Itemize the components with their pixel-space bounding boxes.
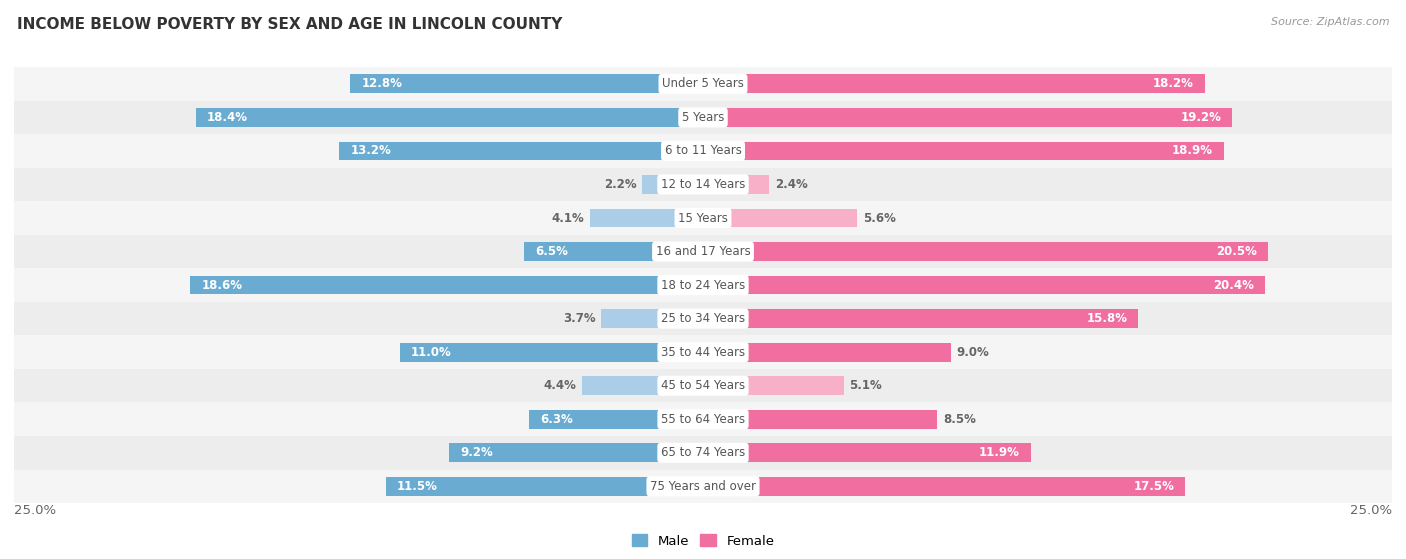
Text: 19.2%: 19.2% (1180, 111, 1220, 124)
Bar (703, 108, 1232, 127)
Bar (703, 209, 858, 228)
Bar (339, 141, 703, 160)
Text: 25.0%: 25.0% (1350, 504, 1392, 517)
Bar (703, 376, 844, 395)
Text: 65 to 74 Years: 65 to 74 Years (661, 446, 745, 459)
Bar (14, 470, 1392, 503)
Bar (703, 74, 1205, 93)
Text: 11.5%: 11.5% (396, 480, 439, 493)
Text: 5.6%: 5.6% (863, 211, 896, 225)
Text: 45 to 54 Years: 45 to 54 Years (661, 379, 745, 392)
Bar (643, 175, 703, 194)
Text: 55 to 64 Years: 55 to 64 Years (661, 413, 745, 426)
Bar (14, 302, 1392, 335)
Bar (14, 335, 1392, 369)
Text: 15.8%: 15.8% (1087, 312, 1128, 325)
Text: 18.6%: 18.6% (201, 278, 242, 292)
Text: 12.8%: 12.8% (361, 77, 402, 91)
Text: 18.9%: 18.9% (1171, 144, 1213, 158)
Text: 20.5%: 20.5% (1216, 245, 1257, 258)
Text: 6.3%: 6.3% (540, 413, 574, 426)
Bar (450, 443, 703, 462)
Bar (582, 376, 703, 395)
Bar (14, 201, 1392, 235)
Bar (530, 410, 703, 429)
Text: 4.1%: 4.1% (551, 211, 585, 225)
Bar (703, 242, 1268, 261)
Text: 35 to 44 Years: 35 to 44 Years (661, 345, 745, 359)
Bar (703, 141, 1223, 160)
Bar (190, 276, 703, 295)
Legend: Male, Female: Male, Female (626, 529, 780, 553)
Text: 18 to 24 Years: 18 to 24 Years (661, 278, 745, 292)
Bar (14, 67, 1392, 101)
Text: 6 to 11 Years: 6 to 11 Years (665, 144, 741, 158)
Text: INCOME BELOW POVERTY BY SEX AND AGE IN LINCOLN COUNTY: INCOME BELOW POVERTY BY SEX AND AGE IN L… (17, 17, 562, 32)
Text: 20.4%: 20.4% (1213, 278, 1254, 292)
Bar (350, 74, 703, 93)
Text: 9.2%: 9.2% (461, 446, 494, 459)
Text: 2.4%: 2.4% (775, 178, 807, 191)
Text: 16 and 17 Years: 16 and 17 Years (655, 245, 751, 258)
Bar (14, 436, 1392, 470)
Bar (195, 108, 703, 127)
Text: 8.5%: 8.5% (943, 413, 976, 426)
Text: 6.5%: 6.5% (534, 245, 568, 258)
Text: 2.2%: 2.2% (605, 178, 637, 191)
Text: 11.9%: 11.9% (979, 446, 1019, 459)
Bar (703, 410, 938, 429)
Text: 12 to 14 Years: 12 to 14 Years (661, 178, 745, 191)
Text: 9.0%: 9.0% (956, 345, 990, 359)
Bar (14, 101, 1392, 134)
Text: 4.4%: 4.4% (543, 379, 576, 392)
Bar (591, 209, 703, 228)
Bar (14, 402, 1392, 436)
Text: Source: ZipAtlas.com: Source: ZipAtlas.com (1271, 17, 1389, 27)
Text: 5.1%: 5.1% (849, 379, 882, 392)
Text: 5 Years: 5 Years (682, 111, 724, 124)
Text: 25 to 34 Years: 25 to 34 Years (661, 312, 745, 325)
Text: 75 Years and over: 75 Years and over (650, 480, 756, 493)
Bar (524, 242, 703, 261)
Bar (14, 369, 1392, 402)
Bar (399, 343, 703, 362)
Bar (703, 309, 1139, 328)
Bar (703, 175, 769, 194)
Text: 25.0%: 25.0% (14, 504, 56, 517)
Text: 18.4%: 18.4% (207, 111, 247, 124)
Text: Under 5 Years: Under 5 Years (662, 77, 744, 91)
Bar (387, 477, 703, 496)
Bar (703, 443, 1031, 462)
Bar (600, 309, 703, 328)
Text: 3.7%: 3.7% (562, 312, 596, 325)
Text: 15 Years: 15 Years (678, 211, 728, 225)
Bar (14, 134, 1392, 168)
Text: 17.5%: 17.5% (1133, 480, 1174, 493)
Text: 11.0%: 11.0% (411, 345, 451, 359)
Bar (14, 268, 1392, 302)
Bar (14, 235, 1392, 268)
Bar (703, 276, 1265, 295)
Bar (703, 477, 1185, 496)
Bar (703, 343, 950, 362)
Text: 18.2%: 18.2% (1153, 77, 1194, 91)
Text: 13.2%: 13.2% (350, 144, 391, 158)
Bar (14, 168, 1392, 201)
